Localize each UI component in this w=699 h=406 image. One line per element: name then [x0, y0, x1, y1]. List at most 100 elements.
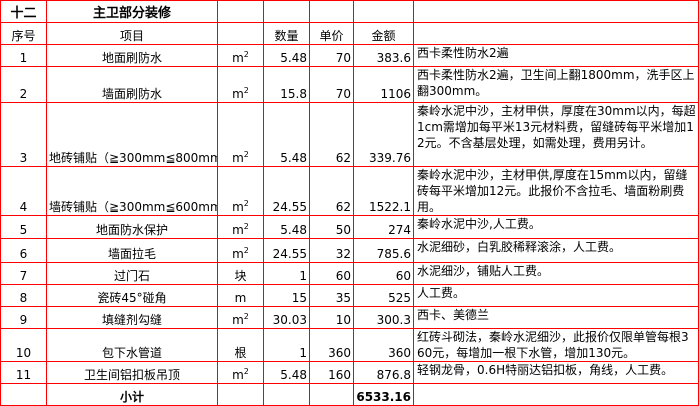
header-price: 单价: [309, 22, 354, 45]
row-price: 70: [309, 66, 354, 103]
row-price: 160: [309, 361, 354, 384]
row-item: 墙面拉毛: [46, 238, 218, 263]
unit-text: m: [234, 291, 247, 305]
subtotal-amount: 6533.16: [353, 383, 414, 406]
row-item: 过门石: [46, 262, 218, 285]
row-index: 7: [0, 262, 47, 285]
row-note: 秦岭水泥中沙,人工费。: [413, 215, 699, 239]
row-note: 西卡柔性防水2遍，卫生间上翻1800mm，洗手区上翻300mm。: [413, 66, 699, 103]
table-row: 3 地砖铺贴（≧300mm≦800mm) m2 5.48 62 339.76 秦岭水泥中沙，…: [0, 102, 699, 167]
row-item: 地面刷防水: [46, 44, 218, 67]
row-note: 西卡柔性防水2遍: [413, 44, 699, 67]
unit-text: 块: [234, 269, 247, 283]
row-quantity: 1: [263, 262, 310, 285]
row-quantity: 5.48: [263, 215, 310, 239]
table-row: 10 包下水管道根 1 360 360 红砖斗砌法，秦岭水泥细沙，此报价仅限单管每根360…: [0, 328, 699, 362]
unit-superscript: 2: [243, 367, 249, 376]
header-amount: 金额: [353, 22, 414, 45]
row-unit: m2: [217, 66, 264, 103]
row-amount: 1106: [353, 66, 414, 103]
row-unit: 块: [217, 262, 264, 285]
row-index: 10: [0, 328, 47, 362]
unit-superscript: 2: [243, 50, 249, 59]
row-price: 50: [309, 215, 354, 239]
row-amount: 876.8: [353, 361, 414, 384]
row-index: 9: [0, 306, 47, 329]
row-index: 2: [0, 66, 47, 103]
subtotal-label: 小计: [46, 383, 218, 406]
table-row: 5 地面防水保护 m2 5.48 50 274 秦岭水泥中沙,人工费。: [0, 215, 699, 239]
row-item: 地面防水保护: [46, 215, 218, 239]
table-row: 8 瓷砖45°碰角 m 15 35 525 人工费。: [0, 284, 699, 307]
row-unit: m2: [217, 215, 264, 239]
row-price: 62: [309, 166, 354, 216]
unit-superscript: 2: [243, 312, 249, 321]
unit-text: m: [232, 87, 244, 101]
row-quantity: 15: [263, 284, 310, 307]
row-quantity: 1: [263, 328, 310, 362]
row-price: 32: [309, 238, 354, 263]
row-amount: 360: [353, 328, 414, 362]
row-amount: 60: [353, 262, 414, 285]
unit-superscript: 2: [243, 86, 249, 95]
row-amount: 383.6: [353, 44, 414, 67]
row-quantity: 5.48: [263, 44, 310, 67]
table-row: 9 填缝剂勾缝 m2 30.03 10 300.3 西卡、美德兰: [0, 306, 699, 329]
row-index: 8: [0, 284, 47, 307]
unit-text: m: [232, 151, 244, 165]
row-quantity: 5.48: [263, 361, 310, 384]
row-item: 包下水管道: [46, 328, 218, 362]
unit-text: 根: [234, 346, 247, 360]
row-price: 360: [309, 328, 354, 362]
table-row: 7 过门石块 1 60 60 水泥细沙，铺贴人工费。: [0, 262, 699, 285]
table-row: 11 卫生间铝扣板吊顶 m2 5.48 160 876.8 轻钢龙骨，0.6H特丽达铝扣板，…: [0, 361, 699, 384]
header-note: [413, 22, 699, 45]
row-item: 填缝剂勾缝: [46, 306, 218, 329]
row-index: 3: [0, 102, 47, 167]
unit-text: m: [232, 368, 244, 382]
unit-text: m: [232, 223, 244, 237]
row-note: 轻钢龙骨，0.6H特丽达铝扣板，角线，人工费。: [413, 361, 699, 384]
row-amount: 274: [353, 215, 414, 239]
row-price: 35: [309, 284, 354, 307]
row-note: 人工费。: [413, 284, 699, 307]
subtotal-row: 小计 6533.16: [0, 383, 699, 406]
unit-text: m: [232, 313, 244, 327]
table-row: 1 地面刷防水 m2 5.48 70 383.6 西卡柔性防水2遍: [0, 44, 699, 67]
header-row: 序号 项目 数量 单价 金额: [0, 22, 699, 45]
row-amount: 339.76: [353, 102, 414, 167]
table-row: 4 墙砖铺贴（≧300mm≦600mm) m2 24.55 62 1522.1 秦岭水泥中沙…: [0, 166, 699, 216]
row-item: 地砖铺贴（≧300mm≦800mm): [46, 102, 218, 167]
row-index: 5: [0, 215, 47, 239]
row-note: 西卡、美德兰: [413, 306, 699, 329]
row-quantity: 5.48: [263, 102, 310, 167]
row-price: 10: [309, 306, 354, 329]
row-unit: m2: [217, 361, 264, 384]
header-item: 项目: [46, 22, 218, 45]
row-amount: 785.6: [353, 238, 414, 263]
row-note: 秦岭水泥中沙，主材甲供，厚度在30mm以内，每超1cm需增加每平米13元材料费，…: [413, 102, 699, 167]
row-unit: m2: [217, 238, 264, 263]
row-unit: m2: [217, 306, 264, 329]
row-index: 1: [0, 44, 47, 67]
row-note: 秦岭水泥中沙，主材甲供,厚度在15mm以内，留缝砖每平米增加12元。此报价不含拉…: [413, 166, 699, 216]
section-title: 主卫部分装修: [46, 0, 218, 23]
row-item: 卫生间铝扣板吊顶: [46, 361, 218, 384]
row-index: 11: [0, 361, 47, 384]
unit-superscript: 2: [243, 246, 249, 255]
table-row: 2 墙面刷防水 m2 15.8 70 1106 西卡柔性防水2遍，卫生间上翻1800mm，洗…: [0, 66, 699, 103]
row-amount: 1522.1: [353, 166, 414, 216]
row-unit: m2: [217, 102, 264, 167]
row-quantity: 24.55: [263, 166, 310, 216]
row-amount: 300.3: [353, 306, 414, 329]
section-number: 十二: [0, 0, 47, 23]
row-price: 62: [309, 102, 354, 167]
header-unit: [217, 22, 264, 45]
row-quantity: 24.55: [263, 238, 310, 263]
unit-superscript: 2: [243, 150, 249, 159]
header-index: 序号: [0, 22, 47, 45]
row-price: 60: [309, 262, 354, 285]
row-item: 瓷砖45°碰角: [46, 284, 218, 307]
row-index: 6: [0, 238, 47, 263]
